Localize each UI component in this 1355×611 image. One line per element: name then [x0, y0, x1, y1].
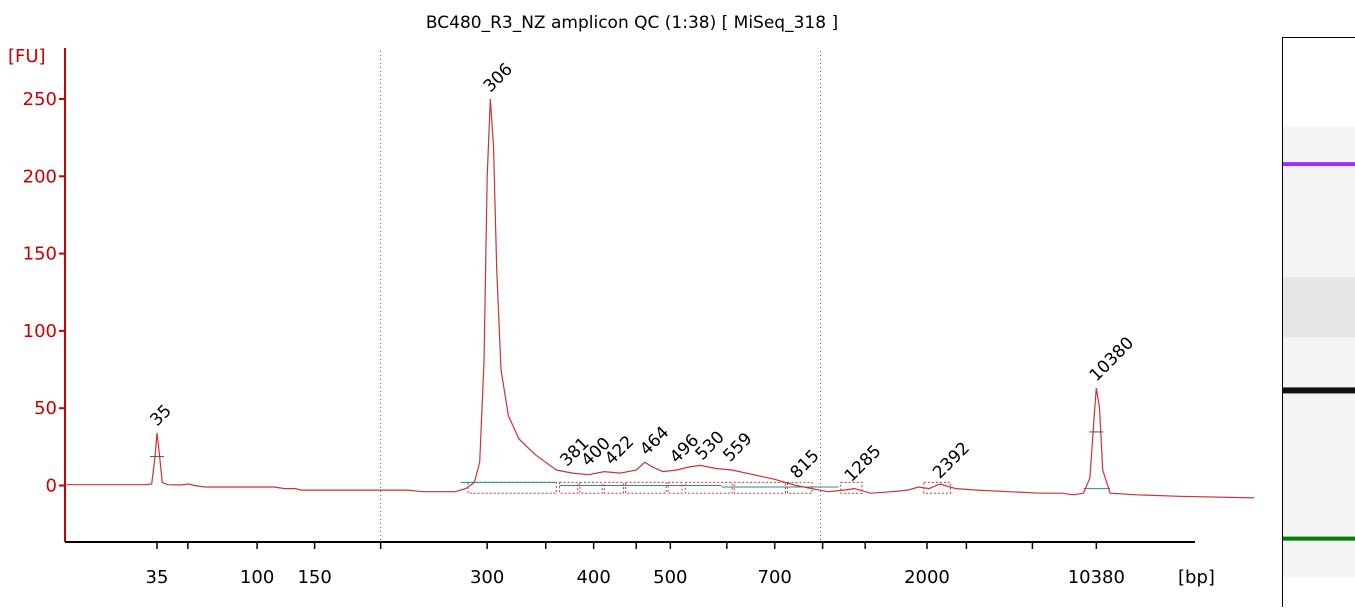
region-box-6	[684, 481, 733, 494]
y-axis: 0 50 100 150 200 250	[23, 48, 66, 542]
x-tick-label-10380: 10380	[1068, 567, 1125, 588]
chart-title: BC480_R3_NZ amplicon QC (1:38) [ MiSeq_3…	[426, 13, 838, 33]
y-tick-label-250: 250	[23, 89, 57, 110]
region-box-4	[625, 481, 667, 494]
region-box-8	[786, 481, 813, 494]
dotted-guides	[380, 51, 821, 542]
y-tick-label-50: 50	[34, 398, 57, 419]
peak-label-530: 530	[692, 427, 729, 464]
y-tick-label-150: 150	[23, 244, 57, 265]
y-tick-label-100: 100	[23, 321, 57, 342]
x-tick-label-2000: 2000	[904, 567, 950, 588]
peak-label-306: 306	[480, 59, 517, 96]
peak-label-2392: 2392	[929, 438, 974, 483]
gel-lane-shade	[1283, 127, 1355, 577]
y-axis-unit-label: [FU]	[8, 46, 46, 67]
x-tick-label-150: 150	[297, 567, 331, 588]
y-tick-label-0: 0	[46, 476, 57, 497]
gel-image-panel	[1282, 37, 1355, 607]
region-box-9	[840, 481, 863, 494]
x-tick-label-700: 700	[758, 567, 792, 588]
x-tick-label-100: 100	[240, 567, 274, 588]
region-box-3	[603, 481, 624, 494]
region-box-5	[667, 481, 683, 494]
gel-band-1	[1283, 387, 1355, 394]
gel-band-2	[1283, 536, 1355, 541]
trace-line-group	[66, 98, 1255, 499]
region-box-0	[467, 481, 557, 494]
peak-label-422: 422	[601, 432, 638, 469]
gel-lane	[1282, 37, 1355, 607]
x-axis: 35 100 150 300 400 500 700 2000 10380	[65, 541, 1195, 588]
trace-line	[66, 98, 1255, 499]
region-boxes	[467, 481, 951, 494]
baseline-segments	[460, 481, 1111, 490]
x-tick-label-500: 500	[653, 567, 687, 588]
region-box-1	[559, 481, 579, 494]
gel-smear	[1283, 277, 1355, 337]
x-axis-unit-label: [bp]	[1178, 567, 1215, 588]
region-box-7	[733, 481, 786, 494]
electropherogram-chart: BC480_R3_NZ amplicon QC (1:38) [ MiSeq_3…	[8, 13, 1255, 588]
region-box-2	[579, 481, 603, 494]
peak-label-815: 815	[786, 446, 823, 483]
gel-band-0	[1283, 162, 1355, 167]
x-tick-label-35: 35	[146, 567, 169, 588]
x-tick-label-400: 400	[576, 567, 610, 588]
peak-label-35: 35	[146, 401, 175, 430]
y-tick-label-200: 200	[23, 166, 57, 187]
peak-label-1285: 1285	[841, 441, 886, 486]
peak-label-10380: 10380	[1086, 333, 1138, 385]
x-tick-label-300: 300	[470, 567, 504, 588]
peak-label-559: 559	[719, 429, 756, 466]
